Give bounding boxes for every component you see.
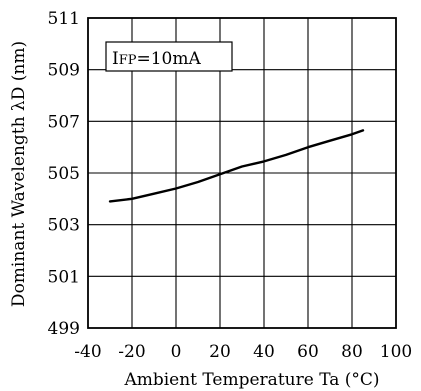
x-tick-label: 0 bbox=[171, 342, 182, 362]
series-group bbox=[108, 129, 365, 203]
x-tick-label: 100 bbox=[380, 342, 412, 362]
annotation-box bbox=[105, 41, 233, 72]
plot-frame-group bbox=[87, 17, 397, 329]
y-tick-label: 505 bbox=[48, 164, 80, 184]
y-tick-label: 509 bbox=[48, 61, 80, 81]
y-tick-label: 511 bbox=[48, 9, 80, 29]
x-tick-label: 20 bbox=[209, 342, 231, 362]
x-tick-label: 40 bbox=[253, 342, 275, 362]
y-tick-label: 499 bbox=[48, 319, 80, 339]
annotation-subscript: FP bbox=[119, 53, 137, 68]
annotation-text: IFP=10mA bbox=[112, 49, 201, 69]
y-axis-label: Dominant Wavelength λD (nm) bbox=[9, 41, 29, 307]
x-tick-label: -20 bbox=[118, 342, 145, 362]
plot-frame bbox=[87, 17, 397, 329]
series-line bbox=[108, 129, 365, 203]
x-tick-label: -40 bbox=[74, 342, 101, 362]
x-tick-label: 80 bbox=[341, 342, 363, 362]
y-tick-label: 507 bbox=[48, 112, 80, 132]
x-tick-label: 60 bbox=[297, 342, 319, 362]
y-tick-label: 503 bbox=[48, 216, 80, 236]
x-tick-labels: -40 -20 0 20 40 60 80 100 bbox=[74, 342, 412, 362]
annotation-main: I bbox=[112, 49, 119, 69]
y-tick-label: 501 bbox=[48, 267, 80, 287]
x-axis-label: Ambient Temperature Ta (°C) bbox=[123, 370, 379, 390]
condition-annotation: IFP=10mA bbox=[105, 41, 233, 72]
y-tick-labels: 499 501 503 505 507 509 511 bbox=[48, 9, 80, 339]
annotation-tail: =10mA bbox=[137, 49, 202, 69]
